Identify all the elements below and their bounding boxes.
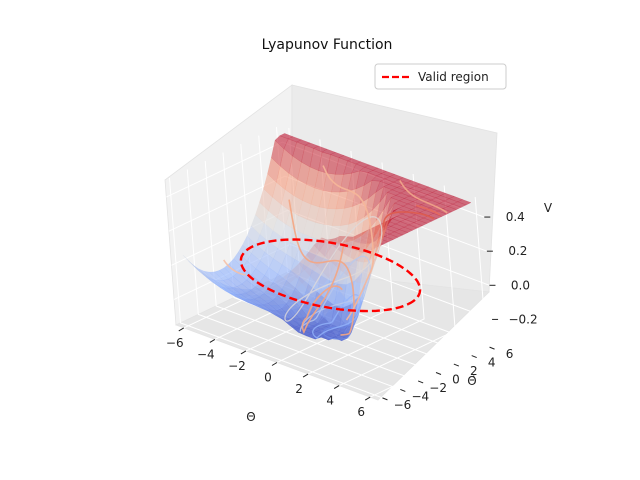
trajectory-line <box>382 211 435 228</box>
x-tick-mark <box>333 385 340 390</box>
y-tick-label: 6 <box>506 347 514 361</box>
x-tick-label: 4 <box>326 394 334 408</box>
valid-region-boundary <box>239 238 422 313</box>
gridline-y <box>169 177 383 399</box>
x-tick-label: 0 <box>264 371 272 385</box>
y-tick-label: 4 <box>488 356 496 370</box>
z-axis-label: V <box>544 201 553 215</box>
y-tick-mark <box>435 372 442 375</box>
y-axis-label: Θ̇ <box>467 374 476 388</box>
contour-line <box>322 324 353 340</box>
y-tick-mark <box>471 355 477 359</box>
x-tick-mark <box>271 362 278 366</box>
y-tick-mark <box>400 388 406 392</box>
surface-patch <box>279 133 294 140</box>
z-tick-label: 0.2 <box>508 244 527 258</box>
legend-label-valid-region: Valid region <box>418 70 489 84</box>
trajectory-line <box>288 199 355 336</box>
gridline-y <box>186 169 401 390</box>
x-tick-label: −2 <box>228 359 246 373</box>
y-tick-mark <box>489 346 495 350</box>
x-tick-label: 6 <box>357 405 365 419</box>
z-tick-label: 0.0 <box>511 278 530 292</box>
x-tick-mark <box>240 350 247 355</box>
z-tick-label: 0.4 <box>506 210 525 224</box>
gridline-y <box>222 152 437 373</box>
surface-patch <box>448 196 464 203</box>
y-tick-label: −2 <box>429 381 447 395</box>
chart-trajectories <box>223 165 448 336</box>
y-tick-mark <box>453 363 460 367</box>
trajectory-line <box>415 204 441 216</box>
y-tick-mark <box>382 397 388 401</box>
y-tick-label: −4 <box>411 389 429 403</box>
x-tick-mark <box>178 327 185 332</box>
x-axis-label: Θ <box>246 410 255 424</box>
x-tick-mark <box>364 396 371 401</box>
gridline-x <box>338 185 456 387</box>
x-tick-label: 2 <box>295 382 303 396</box>
trajectory-line <box>223 259 246 276</box>
chart-valid-region <box>239 238 422 313</box>
x-tick-mark <box>209 338 216 343</box>
y-tick-mark <box>417 380 424 384</box>
surface-patch <box>406 180 421 187</box>
contour-line <box>284 216 383 322</box>
y-tick-label: 0 <box>452 373 460 387</box>
x-tick-mark <box>302 373 309 378</box>
surface-patch <box>313 145 328 153</box>
trajectory-line <box>399 179 448 214</box>
x-tick-label: −4 <box>197 347 215 361</box>
z-tick-label: −0.2 <box>508 312 537 326</box>
x-tick-label: −6 <box>166 336 184 350</box>
y-tick-label: −6 <box>394 398 412 412</box>
gridline-x <box>369 197 487 398</box>
gridline-y <box>204 160 419 382</box>
y-tick-label: 2 <box>470 364 478 378</box>
trajectory-line <box>322 165 375 321</box>
legend-box <box>374 63 507 90</box>
chart-title: Lyapunov Function <box>262 37 393 53</box>
trajectory-line <box>301 242 345 334</box>
legend: Valid region <box>374 63 507 90</box>
